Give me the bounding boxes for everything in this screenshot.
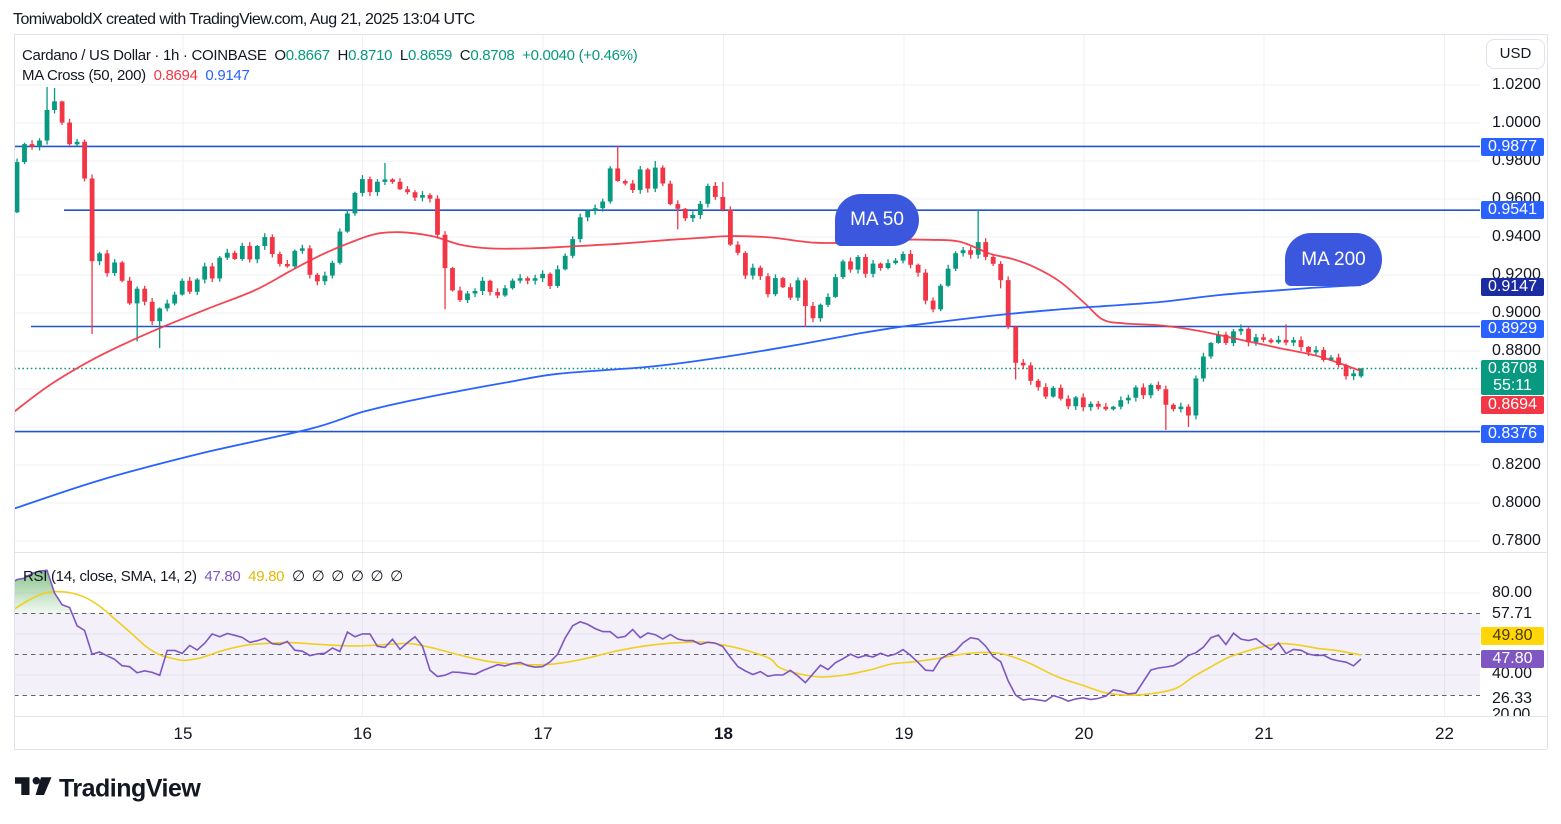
svg-text:TradingView: TradingView <box>59 775 201 803</box>
